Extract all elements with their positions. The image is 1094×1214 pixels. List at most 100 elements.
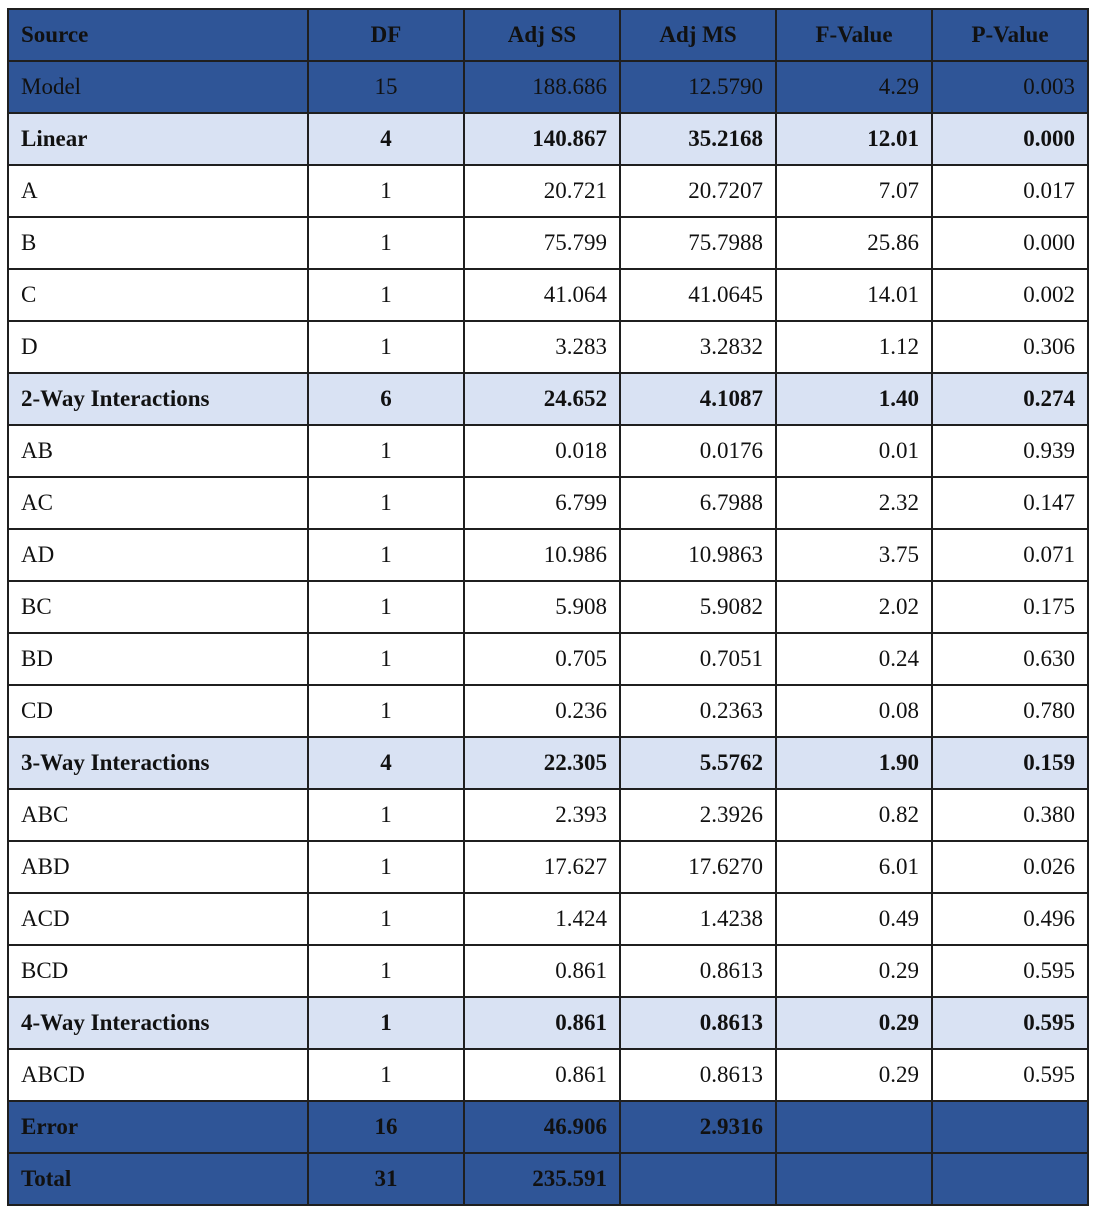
cell-adj-ss: 0.861 — [463, 944, 621, 998]
cell-adj-ms: 3.2832 — [619, 320, 777, 374]
cell-f-value: 0.49 — [775, 892, 933, 946]
cell-df: 4 — [307, 112, 465, 166]
cell-f-value: 3.75 — [775, 528, 933, 582]
cell-source: Linear — [7, 112, 309, 166]
cell-source: BC — [7, 580, 309, 634]
cell-adj-ms: 17.6270 — [619, 840, 777, 894]
cell-f-value: 4.29 — [775, 60, 933, 114]
cell-source: AD — [7, 528, 309, 582]
cell-df: 1 — [307, 216, 465, 270]
table-row: ABC 1 2.393 2.3926 0.82 0.380 — [7, 788, 1089, 842]
cell-adj-ss: 0.018 — [463, 424, 621, 478]
cell-p-value: 0.000 — [931, 216, 1089, 270]
cell-adj-ms: 1.4238 — [619, 892, 777, 946]
table-row: BC 1 5.908 5.9082 2.02 0.175 — [7, 580, 1089, 634]
cell-adj-ms: 41.0645 — [619, 268, 777, 322]
cell-adj-ss: 46.906 — [463, 1100, 621, 1154]
table-row: ABCD 1 0.861 0.8613 0.29 0.595 — [7, 1048, 1089, 1102]
table-row: ABD 1 17.627 17.6270 6.01 0.026 — [7, 840, 1089, 894]
cell-f-value: 0.29 — [775, 1048, 933, 1102]
cell-adj-ms: 0.8613 — [619, 1048, 777, 1102]
table-body: Model 15 188.686 12.5790 4.29 0.003 Linear 4 140… — [7, 60, 1089, 1206]
header-adj-ss: Adj SS — [463, 8, 621, 62]
table-row: 2-Way Interactions 6 24.652 4.1087 1.40 0.274 — [7, 372, 1089, 426]
cell-df: 4 — [307, 736, 465, 790]
cell-df: 1 — [307, 632, 465, 686]
cell-df: 1 — [307, 840, 465, 894]
cell-adj-ss: 10.986 — [463, 528, 621, 582]
table-row: CD 1 0.236 0.2363 0.08 0.780 — [7, 684, 1089, 738]
cell-df: 1 — [307, 788, 465, 842]
cell-df: 1 — [307, 476, 465, 530]
cell-df: 1 — [307, 424, 465, 478]
cell-adj-ms: 6.7988 — [619, 476, 777, 530]
cell-adj-ss: 20.721 — [463, 164, 621, 218]
header-adj-ms: Adj MS — [619, 8, 777, 62]
cell-adj-ms: 2.9316 — [619, 1100, 777, 1154]
cell-f-value: 0.29 — [775, 996, 933, 1050]
cell-adj-ss: 6.799 — [463, 476, 621, 530]
cell-p-value: 0.939 — [931, 424, 1089, 478]
cell-adj-ms: 0.8613 — [619, 996, 777, 1050]
cell-source: Error — [7, 1100, 309, 1154]
cell-f-value: 25.86 — [775, 216, 933, 270]
cell-f-value: 1.12 — [775, 320, 933, 374]
cell-source: CD — [7, 684, 309, 738]
cell-source: ABCD — [7, 1048, 309, 1102]
cell-df: 1 — [307, 944, 465, 998]
table-row: AC 1 6.799 6.7988 2.32 0.147 — [7, 476, 1089, 530]
cell-p-value: 0.630 — [931, 632, 1089, 686]
cell-adj-ms: 12.5790 — [619, 60, 777, 114]
cell-adj-ms: 0.0176 — [619, 424, 777, 478]
cell-adj-ms: 0.7051 — [619, 632, 777, 686]
table-row: Linear 4 140.867 35.2168 12.01 0.000 — [7, 112, 1089, 166]
cell-p-value: 0.595 — [931, 944, 1089, 998]
cell-source: BD — [7, 632, 309, 686]
table-row: BCD 1 0.861 0.8613 0.29 0.595 — [7, 944, 1089, 998]
table-row: B 1 75.799 75.7988 25.86 0.000 — [7, 216, 1089, 270]
cell-adj-ss: 0.705 — [463, 632, 621, 686]
cell-adj-ss: 22.305 — [463, 736, 621, 790]
cell-source: Model — [7, 60, 309, 114]
cell-df: 1 — [307, 684, 465, 738]
anova-table: Source DF Adj SS Adj MS F-Value P-Value … — [7, 8, 1089, 1206]
cell-f-value: 0.24 — [775, 632, 933, 686]
cell-p-value: 0.380 — [931, 788, 1089, 842]
cell-p-value: 0.306 — [931, 320, 1089, 374]
cell-f-value: 0.29 — [775, 944, 933, 998]
cell-adj-ss: 3.283 — [463, 320, 621, 374]
cell-source: ACD — [7, 892, 309, 946]
cell-adj-ms: 5.5762 — [619, 736, 777, 790]
cell-df: 1 — [307, 996, 465, 1050]
cell-adj-ms: 4.1087 — [619, 372, 777, 426]
table-row: D 1 3.283 3.2832 1.12 0.306 — [7, 320, 1089, 374]
cell-source: C — [7, 268, 309, 322]
cell-df: 1 — [307, 892, 465, 946]
header-df: DF — [307, 8, 465, 62]
cell-f-value: 14.01 — [775, 268, 933, 322]
cell-adj-ss: 1.424 — [463, 892, 621, 946]
cell-p-value: 0.017 — [931, 164, 1089, 218]
cell-adj-ss: 2.393 — [463, 788, 621, 842]
cell-adj-ss: 0.861 — [463, 1048, 621, 1102]
cell-p-value — [931, 1152, 1089, 1206]
cell-f-value: 6.01 — [775, 840, 933, 894]
cell-source: B — [7, 216, 309, 270]
cell-source: AC — [7, 476, 309, 530]
cell-p-value: 0.274 — [931, 372, 1089, 426]
cell-adj-ss: 41.064 — [463, 268, 621, 322]
cell-p-value: 0.159 — [931, 736, 1089, 790]
cell-source: ABD — [7, 840, 309, 894]
cell-adj-ms: 0.2363 — [619, 684, 777, 738]
cell-df: 16 — [307, 1100, 465, 1154]
cell-adj-ss: 0.861 — [463, 996, 621, 1050]
cell-adj-ss: 75.799 — [463, 216, 621, 270]
cell-df: 15 — [307, 60, 465, 114]
cell-p-value: 0.147 — [931, 476, 1089, 530]
cell-df: 31 — [307, 1152, 465, 1206]
cell-f-value — [775, 1100, 933, 1154]
cell-adj-ms: 2.3926 — [619, 788, 777, 842]
cell-f-value: 0.08 — [775, 684, 933, 738]
cell-source: A — [7, 164, 309, 218]
cell-f-value — [775, 1152, 933, 1206]
